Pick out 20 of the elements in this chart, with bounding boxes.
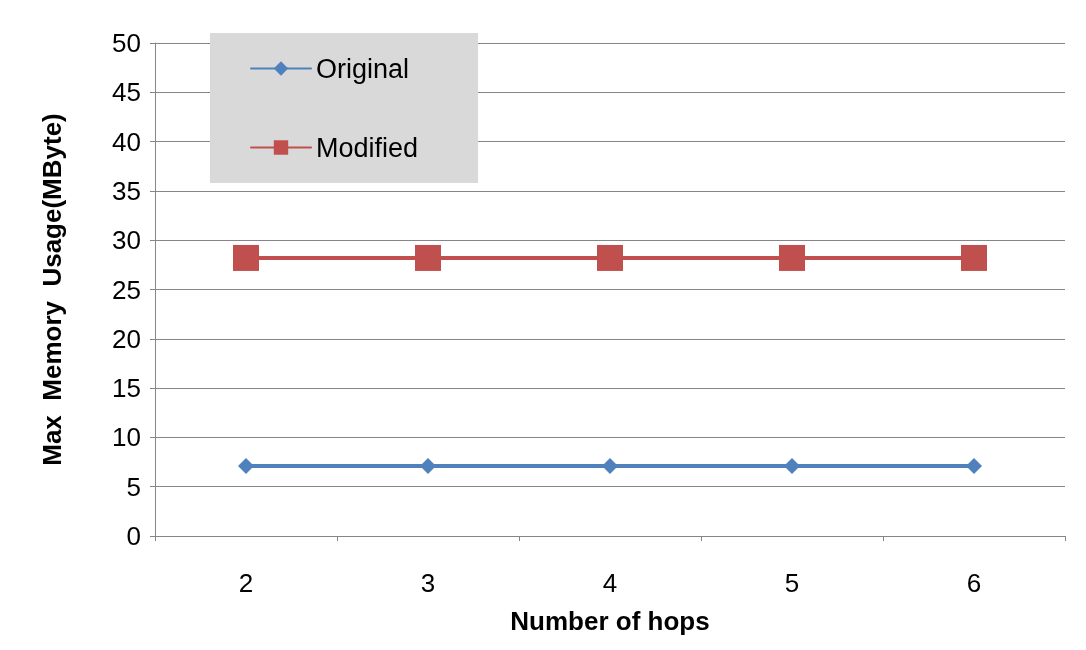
legend-label: Original bbox=[316, 53, 410, 84]
y-tick-label: 30 bbox=[112, 225, 141, 256]
x-axis-title: Number of hops bbox=[510, 606, 710, 636]
x-tick-label: 4 bbox=[602, 568, 618, 598]
y-tick-label: 15 bbox=[112, 373, 141, 404]
legend-label: Modified bbox=[316, 132, 419, 163]
y-tick-label: 35 bbox=[112, 175, 141, 206]
x-tick-label: 5 bbox=[784, 568, 800, 598]
y-tick-label: 5 bbox=[126, 471, 141, 502]
y-tick-label: 45 bbox=[112, 77, 141, 108]
y-tick-label: 25 bbox=[112, 274, 141, 305]
y-tick-label: 20 bbox=[112, 323, 141, 354]
x-tick-label: 3 bbox=[420, 568, 436, 598]
y-tick-label: 0 bbox=[126, 521, 141, 551]
y-tick-label: 40 bbox=[112, 126, 141, 157]
y-axis-title: Max Memory Usage(MByte) bbox=[37, 113, 67, 466]
y-tick-label: 10 bbox=[112, 422, 141, 453]
x-tick-label: 2 bbox=[238, 568, 254, 598]
y-tick-label: 50 bbox=[112, 28, 141, 58]
x-tick-label: 6 bbox=[966, 568, 982, 598]
